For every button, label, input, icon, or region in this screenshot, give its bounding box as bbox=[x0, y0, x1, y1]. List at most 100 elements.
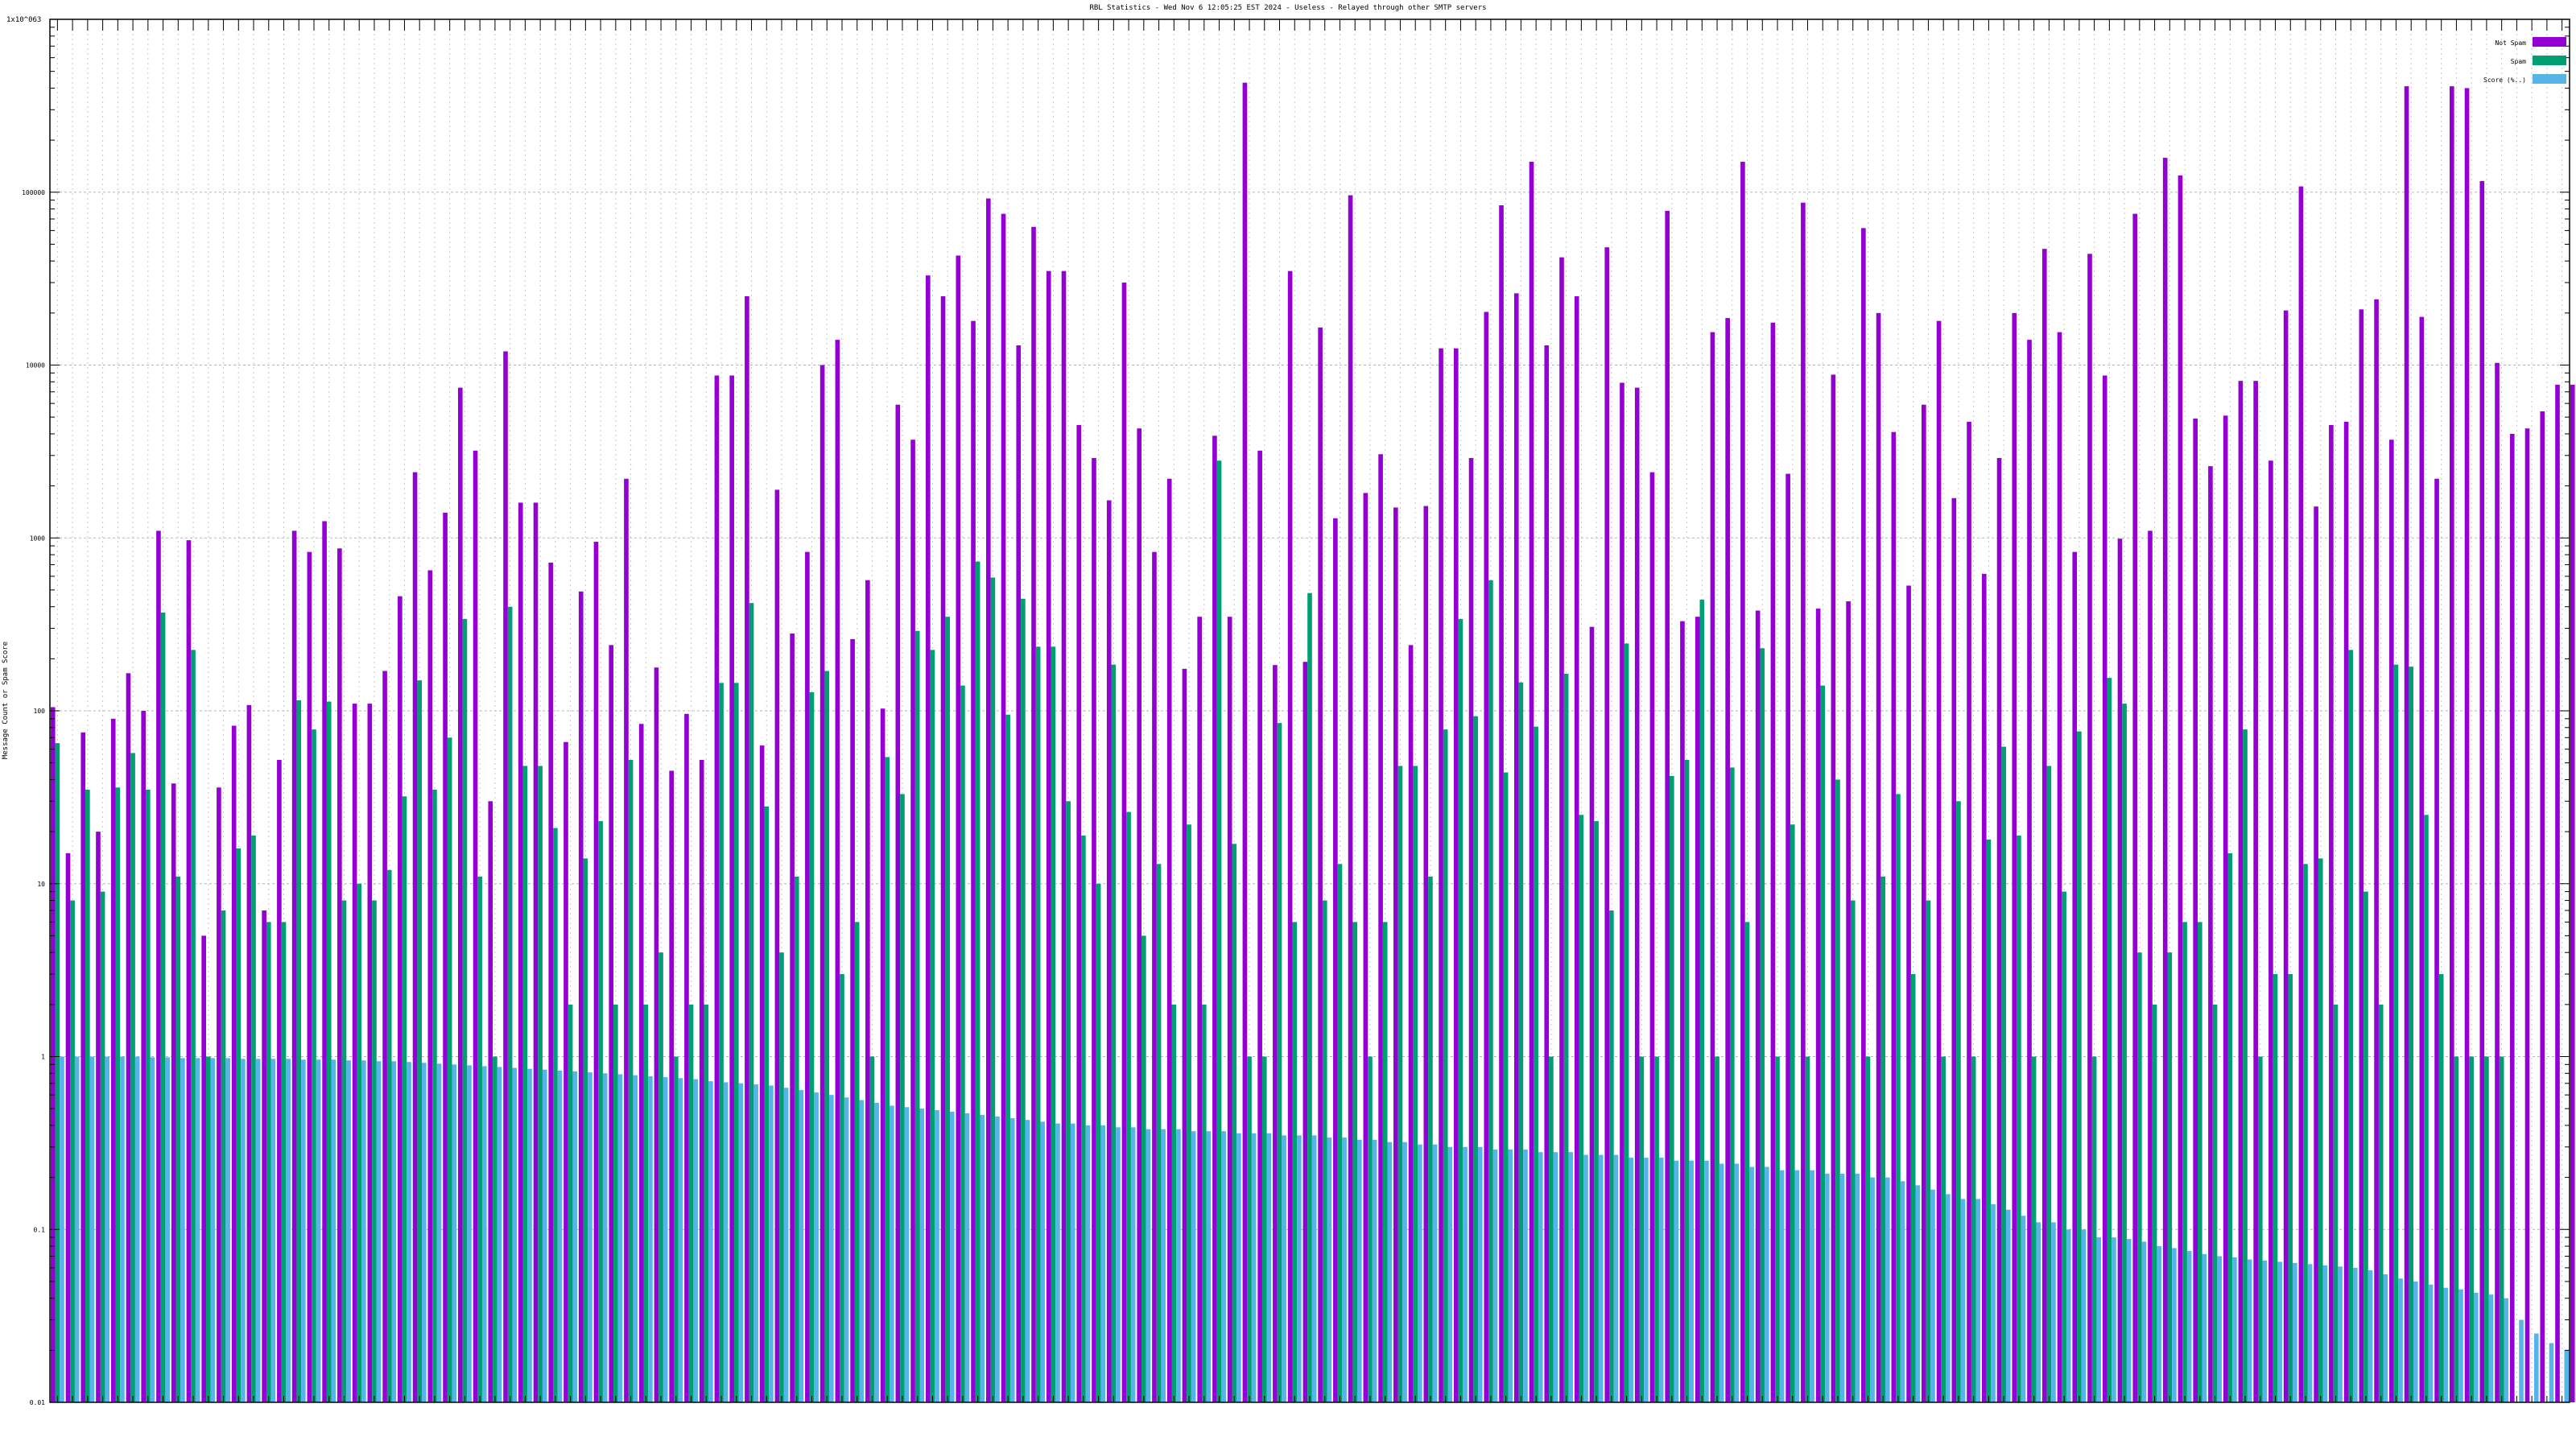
bar-not-spam bbox=[1227, 617, 1232, 1402]
bar-not-spam bbox=[1287, 270, 1293, 1402]
bar-score bbox=[1463, 1146, 1468, 1402]
bar-spam bbox=[1715, 1056, 1719, 1402]
bar-not-spam bbox=[1649, 472, 1655, 1402]
bar-score bbox=[467, 1065, 472, 1402]
legend-swatch bbox=[2533, 74, 2566, 84]
bar-spam bbox=[674, 1056, 679, 1402]
bar-score bbox=[2096, 1237, 2102, 1402]
bar-spam bbox=[1624, 643, 1629, 1402]
bar-spam bbox=[1684, 759, 1690, 1402]
bar-spam bbox=[462, 618, 468, 1402]
bar-not-spam bbox=[367, 704, 373, 1402]
bar-not-spam bbox=[1529, 161, 1534, 1402]
bar-score bbox=[2473, 1292, 2479, 1402]
bar-score bbox=[391, 1061, 397, 1402]
bar-score bbox=[301, 1059, 306, 1402]
bar-spam bbox=[1699, 599, 1705, 1402]
bar-not-spam bbox=[2359, 309, 2364, 1402]
bar-score bbox=[708, 1081, 713, 1402]
bar-score bbox=[678, 1078, 683, 1402]
bar-score bbox=[527, 1068, 532, 1402]
bar-spam bbox=[1910, 974, 1916, 1402]
bar-spam bbox=[1307, 592, 1312, 1402]
bar-not-spam bbox=[1755, 610, 1761, 1402]
bar-spam bbox=[160, 612, 166, 1402]
bar-score bbox=[2277, 1261, 2282, 1402]
bar-score bbox=[1749, 1166, 1754, 1402]
bar-not-spam bbox=[50, 707, 56, 1402]
bar-not-spam bbox=[1092, 457, 1096, 1403]
bar-spam bbox=[930, 650, 935, 1402]
bar-score bbox=[874, 1102, 879, 1402]
bar-not-spam bbox=[2343, 421, 2349, 1402]
bar-spam bbox=[538, 766, 543, 1402]
bar-spam bbox=[2333, 1004, 2339, 1402]
bar-not-spam bbox=[1951, 497, 1957, 1402]
bar-spam bbox=[2288, 974, 2293, 1402]
bar-spam bbox=[1488, 580, 1493, 1402]
bar-score bbox=[2126, 1239, 2132, 1402]
bar-score bbox=[1327, 1137, 1332, 1402]
bar-score bbox=[1492, 1149, 1498, 1402]
bar-score bbox=[980, 1114, 985, 1402]
bar-spam bbox=[1277, 723, 1282, 1402]
bar-score bbox=[2488, 1294, 2494, 1402]
bar-not-spam bbox=[1333, 518, 1338, 1402]
bar-not-spam bbox=[564, 741, 568, 1402]
bar-score bbox=[1930, 1189, 1935, 1402]
bar-not-spam bbox=[895, 404, 901, 1403]
bar-not-spam bbox=[1121, 283, 1127, 1402]
bar-spam bbox=[1805, 1056, 1810, 1402]
bar-not-spam bbox=[246, 704, 252, 1402]
bar-score bbox=[1070, 1123, 1075, 1402]
bar-spam bbox=[507, 606, 513, 1402]
bar-score bbox=[663, 1077, 668, 1402]
bar-score bbox=[1689, 1160, 1694, 1402]
bar-spam bbox=[100, 891, 105, 1402]
bar-not-spam bbox=[926, 275, 931, 1402]
bar-not-spam bbox=[156, 530, 161, 1403]
bar-spam bbox=[2243, 729, 2248, 1402]
y-tick-label: 10 bbox=[37, 881, 45, 888]
bar-not-spam bbox=[1846, 601, 1851, 1402]
bar-spam bbox=[1473, 716, 1478, 1402]
bar-spam bbox=[854, 922, 860, 1402]
bar-not-spam bbox=[322, 521, 327, 1402]
bar-not-spam bbox=[1484, 312, 1489, 1403]
bar-not-spam bbox=[1137, 428, 1142, 1402]
bar-score bbox=[2443, 1287, 2449, 1402]
bar-score bbox=[904, 1107, 910, 1402]
bar-not-spam bbox=[1906, 585, 1911, 1402]
bar-not-spam bbox=[231, 725, 237, 1402]
y-tick-label: 100000 bbox=[22, 189, 45, 196]
bar-not-spam bbox=[110, 718, 116, 1402]
bar-not-spam bbox=[1967, 421, 1971, 1402]
bar-spam bbox=[1986, 839, 1992, 1402]
bar-score bbox=[1598, 1154, 1604, 1402]
bar-not-spam bbox=[2540, 411, 2545, 1402]
bar-score bbox=[935, 1110, 939, 1402]
bar-spam bbox=[1534, 726, 1538, 1402]
bar-spam bbox=[1503, 772, 1509, 1402]
bar-score bbox=[1009, 1118, 1015, 1402]
bar-not-spam bbox=[2193, 419, 2198, 1402]
bar-not-spam bbox=[865, 580, 870, 1402]
y-tick-label: 1000 bbox=[30, 535, 45, 542]
bar-score bbox=[241, 1059, 246, 1402]
bar-spam bbox=[553, 828, 558, 1402]
bar-not-spam bbox=[2374, 299, 2379, 1403]
bar-not-spam bbox=[2449, 86, 2454, 1402]
bar-spam bbox=[1760, 648, 1765, 1402]
bar-spam bbox=[1171, 1004, 1177, 1402]
bar-score bbox=[2564, 1350, 2570, 1402]
bar-score bbox=[407, 1062, 411, 1402]
bar-score bbox=[949, 1111, 955, 1402]
bar-spam bbox=[809, 691, 815, 1402]
bar-not-spam bbox=[2012, 312, 2017, 1403]
bar-score bbox=[1885, 1177, 1890, 1402]
bar-spam bbox=[598, 821, 603, 1402]
bar-spam bbox=[70, 900, 75, 1402]
bar-not-spam bbox=[745, 296, 749, 1403]
bar-not-spam bbox=[1439, 348, 1443, 1402]
